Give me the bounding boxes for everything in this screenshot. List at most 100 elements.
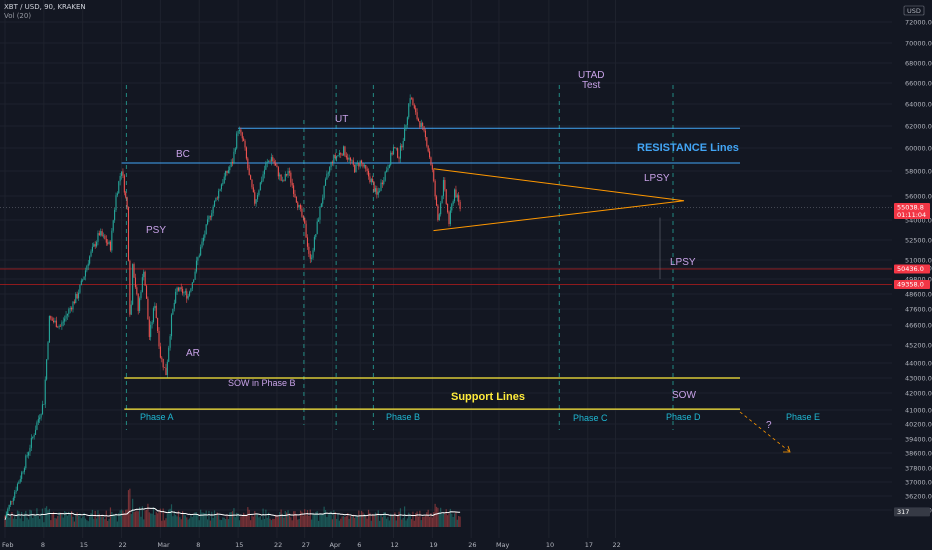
volume-bar (417, 516, 420, 527)
candle-body (245, 147, 247, 159)
candle-body (422, 123, 424, 127)
candle-body (200, 247, 202, 256)
candle-body (390, 152, 392, 165)
volume-bar (208, 510, 210, 527)
candle-body (112, 220, 114, 231)
volume-ma (4, 507, 461, 520)
volume-bar (363, 513, 365, 527)
volume-bar (431, 517, 433, 527)
candle-body (316, 221, 318, 235)
candle-body (29, 447, 31, 453)
volume-bar (50, 520, 52, 527)
candle-body (195, 260, 198, 272)
volume-bar (225, 518, 227, 527)
candle-body (134, 277, 136, 288)
annotation-label: RESISTANCE Lines (637, 142, 739, 154)
volume-bar (219, 519, 221, 527)
volume-bar (9, 515, 12, 527)
candle-body (352, 160, 354, 165)
candle-body (237, 131, 239, 134)
volume-bar (155, 511, 157, 527)
candle-body (197, 257, 199, 261)
candle-body (459, 201, 461, 209)
volume-bar (162, 508, 164, 527)
volume-bar (348, 518, 350, 527)
projection-arrow (739, 411, 791, 453)
price-tag-bg (894, 264, 930, 274)
candle-body (272, 157, 274, 162)
candle-body (201, 241, 203, 248)
volume-bar (61, 513, 63, 527)
price-tags: 55038.801:11:04 50436.0 49358.0 317 (894, 203, 930, 517)
volume-bar (449, 508, 451, 527)
time-axis[interactable]: Feb 8 15 22 Mar 8 15 22 27 Apr 6 12 19 26 May 10 17 22 (2, 541, 621, 549)
volume-bar (26, 517, 28, 527)
candle-body (21, 472, 23, 479)
y-tick-label: 41000.0 (905, 407, 932, 415)
candle-body (190, 288, 192, 292)
volume-bar (458, 515, 460, 527)
candle-body (198, 255, 200, 258)
volume-bar (216, 512, 218, 527)
symbol-title[interactable]: XBT / USD, 90, KRAKEN (4, 3, 86, 11)
candle-body (402, 140, 404, 148)
candle-body (455, 189, 457, 198)
candle-body (5, 514, 7, 518)
volume-bar (89, 516, 91, 527)
candle-body (442, 180, 444, 196)
price-axis[interactable]: 72000.0 70000.0 68000.0 66000.0 64000.0 62000… (903, 5, 932, 515)
volume-indicator-label[interactable]: Vol (20) (4, 12, 32, 20)
y-tick-label: 39400.0 (905, 436, 932, 444)
candle-body (222, 183, 224, 185)
volume-bar (191, 517, 193, 527)
volume-bar (163, 520, 166, 527)
candle-body (404, 127, 406, 141)
x-tick-label: 17 (585, 541, 593, 549)
volume-bar (173, 511, 175, 527)
volume-bar (133, 511, 135, 527)
volume-bar (255, 514, 257, 527)
candle-body (213, 200, 216, 207)
candle-body (119, 175, 121, 182)
candle-body (162, 358, 164, 368)
volume-bar (356, 516, 359, 527)
candle-body (107, 242, 109, 244)
annotation-label: UT (335, 114, 348, 125)
candle-body (308, 246, 310, 254)
volume-bar (409, 514, 411, 527)
volume-bar (84, 518, 87, 527)
volume-bar (320, 513, 322, 527)
volume-bar (360, 510, 363, 527)
candle-body (287, 171, 289, 176)
volume-bar (40, 513, 42, 527)
candle-body (208, 216, 210, 220)
candle-body (159, 346, 161, 358)
volume-bar (202, 512, 205, 527)
candle-body (313, 237, 315, 251)
volume-bar (126, 509, 128, 527)
candle-body (409, 98, 411, 104)
volume-bar (290, 517, 292, 527)
annotation-label: Support Lines (451, 391, 525, 403)
volume-bar (123, 513, 125, 527)
candle-body (291, 182, 293, 186)
candle-body (295, 197, 297, 203)
candle-body (184, 291, 186, 293)
candle-body (444, 180, 446, 190)
candle-body (387, 168, 389, 171)
volume-bar (359, 515, 361, 527)
volume-bar (18, 511, 20, 527)
volume-bar (79, 513, 81, 527)
candle-body (391, 152, 393, 155)
candle-body (32, 436, 34, 439)
annotation-label: PSY (146, 225, 166, 236)
candle-body (284, 173, 286, 181)
candle-body (351, 160, 353, 162)
volume-bar (222, 517, 224, 527)
volume-bar (383, 512, 385, 527)
candle-body (280, 174, 282, 181)
volume-ma-line (4, 507, 461, 520)
candle-body (262, 174, 264, 181)
volume-bar (238, 520, 241, 527)
